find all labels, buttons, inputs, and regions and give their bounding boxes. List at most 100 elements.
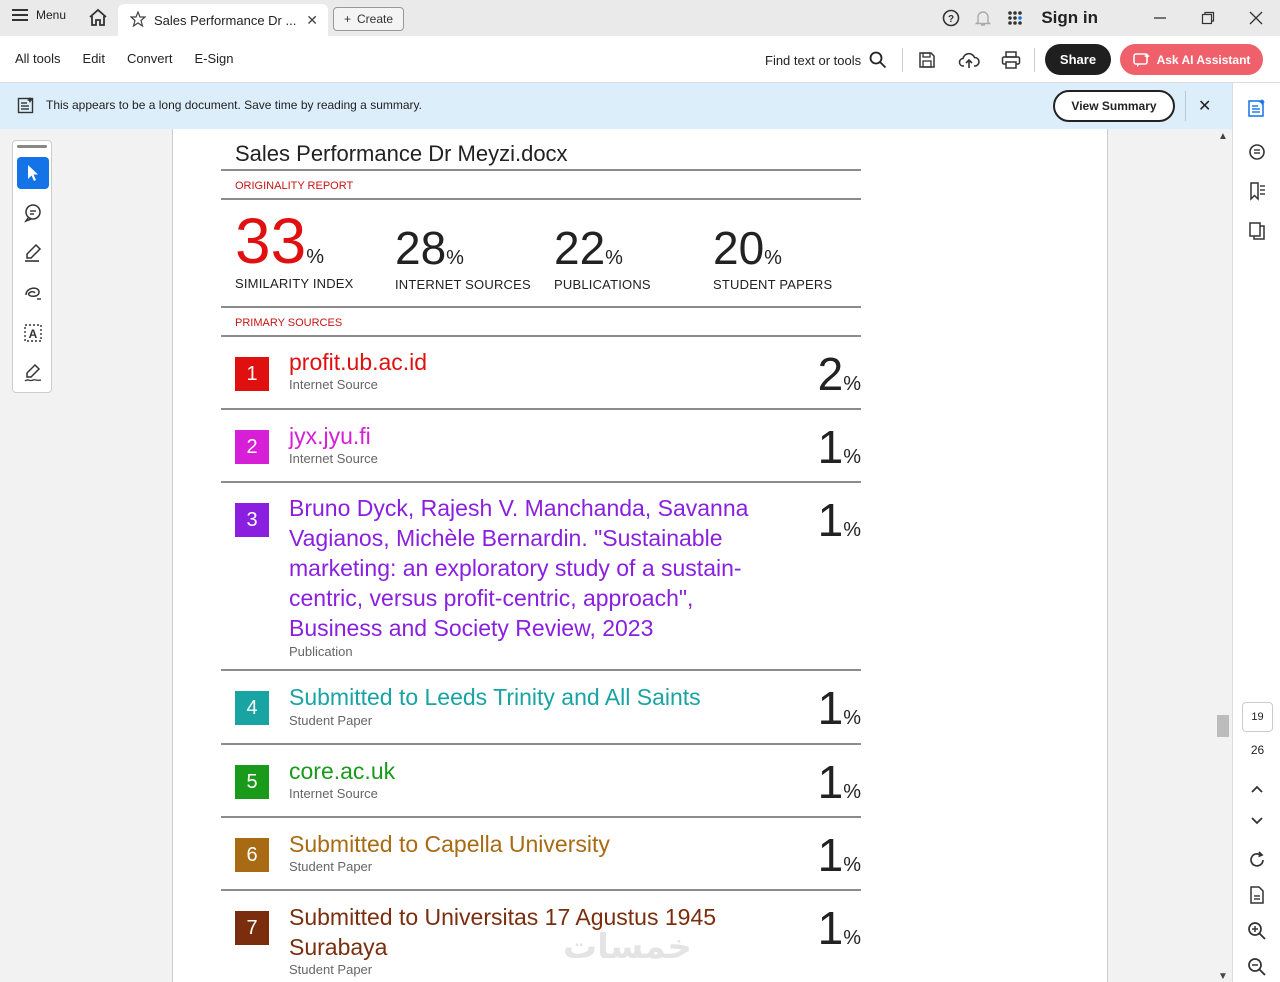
source-row: 3 Bruno Dyck, Rajesh V. Manchanda, Savan… [221,483,861,670]
source-percentage: 1% [818,685,861,731]
total-pages: 26 [1250,743,1265,757]
search-icon [869,51,887,69]
source-number-badge: 5 [235,765,269,799]
source-pct-value: 2 [817,348,844,400]
zoom-out-icon[interactable] [1245,955,1269,979]
stat-caption: STUDENT PAPERS [713,277,833,292]
source-pct-value: 1 [817,682,844,734]
star-icon[interactable] [129,9,147,30]
source-title[interactable]: core.ac.uk [289,758,396,784]
source-title[interactable]: Bruno Dyck, Rajesh V. Manchanda, Savanna… [289,495,749,641]
source-pct-value: 1 [817,494,844,546]
current-page-input[interactable]: 19 [1242,702,1273,732]
source-row: 1 profit.ub.ac.id Internet Source 2% [221,337,861,409]
source-title[interactable]: jyx.jyu.fi [289,423,371,449]
ai-summary-icon[interactable] [1245,96,1269,120]
page-thumbnails-icon[interactable] [1245,219,1269,243]
source-number-badge: 4 [235,691,269,725]
stat-value: 20 [713,222,765,274]
source-row: 6 Submitted to Capella University Studen… [221,818,861,890]
source-title[interactable]: Submitted to Leeds Trinity and All Saint… [289,684,701,710]
stat-value: 33 [235,205,307,277]
source-title[interactable]: Submitted to Capella University [289,831,610,857]
stat-value: 22 [554,222,606,274]
stat-value: 28 [395,222,447,274]
create-label: Create [356,12,394,26]
home-icon[interactable] [88,8,108,33]
tab-close-icon[interactable]: ✕ [306,12,318,28]
find-text-label: Find text or tools [765,52,862,68]
scroll-up-arrow-icon[interactable]: ▲ [1218,131,1228,142]
source-number-badge: 2 [235,430,269,464]
stat-publications: 22% PUBLICATIONS [554,225,651,292]
print-icon[interactable] [999,48,1023,72]
ask-ai-label: Ask AI Assistant [1156,52,1251,67]
draw-freehand-icon[interactable] [17,277,49,309]
bookmarks-icon[interactable] [1245,179,1269,203]
toolbar-edit[interactable]: Edit [82,51,105,66]
scroll-down-arrow-icon[interactable]: ▼ [1218,971,1228,982]
source-number-badge: 1 [235,357,269,391]
page-view-icon[interactable] [1245,883,1269,907]
source-pct-unit: % [843,927,861,949]
stat-student-papers: 20% STUDENT PAPERS [713,225,832,292]
source-pct-value: 1 [817,756,844,808]
stat-unit: % [446,247,464,269]
text-box-icon[interactable]: A [17,317,49,349]
vertical-scrollbar[interactable]: ▲ ▼ [1215,129,1232,982]
ask-ai-assistant-button[interactable]: Ask AI Assistant [1120,44,1263,75]
zoom-in-icon[interactable] [1245,919,1269,943]
toolbar-convert[interactable]: Convert [126,51,173,66]
menu-button[interactable]: Menu [12,8,66,22]
document-tab[interactable]: Sales Performance Dr ... ✕ [118,4,328,36]
create-button[interactable]: + Create [333,7,404,31]
source-percentage: 1% [818,905,861,951]
stat-unit: % [605,247,623,269]
next-page-icon[interactable] [1245,809,1269,833]
divider [221,408,861,410]
source-title[interactable]: Submitted to Universitas 17 Agustus 1945… [289,904,717,960]
banner-close-icon[interactable]: ✕ [1198,98,1212,115]
share-button[interactable]: Share [1045,44,1111,75]
panel-drag-handle[interactable] [17,145,47,148]
source-type: Internet Source [289,786,378,801]
hamburger-icon [12,9,28,21]
stat-unit: % [764,247,782,269]
scrollbar-thumb[interactable] [1217,715,1229,737]
source-row: 4 Submitted to Leeds Trinity and All Sai… [221,671,861,743]
source-title[interactable]: profit.ub.ac.id [289,349,428,375]
refresh-icon[interactable] [1245,848,1269,872]
select-cursor-icon[interactable] [17,157,49,189]
document-title: Sales Performance Dr Meyzi.docx [235,141,568,166]
apps-grid-icon[interactable] [999,0,1031,36]
source-percentage: 2% [818,351,861,397]
source-pct-unit: % [843,854,861,876]
divider [221,198,861,200]
sign-in-link[interactable]: Sign in [1041,8,1098,27]
ai-assistant-icon [1132,52,1150,67]
sign-pen-icon[interactable] [17,357,49,389]
divider [221,335,861,337]
source-type: Publication [289,644,353,659]
source-percentage: 1% [818,759,861,805]
toolbar-e-sign[interactable]: E-Sign [194,51,234,66]
highlight-pen-icon[interactable] [17,237,49,269]
save-icon[interactable] [915,48,939,72]
restore-icon[interactable] [1184,0,1232,36]
comment-icon[interactable] [1245,140,1269,164]
source-pct-unit: % [843,707,861,729]
help-icon[interactable]: ? [935,0,967,36]
source-row: 7 Submitted to Universitas 17 Agustus 19… [221,891,861,982]
add-comment-icon[interactable] [17,197,49,229]
find-text-button[interactable]: Find text or tools [765,51,887,69]
previous-page-icon[interactable] [1245,777,1269,801]
main-toolbar: All tools Edit Convert E-Sign Find text … [0,36,1280,83]
toolbar-all-tools[interactable]: All tools [15,51,61,66]
bell-icon[interactable] [967,0,999,36]
divider [221,669,861,671]
minimize-icon[interactable] [1136,0,1184,36]
upload-cloud-icon[interactable] [957,48,981,72]
stat-internet-sources: 28% INTERNET SOURCES [395,225,531,292]
close-window-icon[interactable] [1232,0,1280,36]
view-summary-button[interactable]: View Summary [1053,90,1175,122]
